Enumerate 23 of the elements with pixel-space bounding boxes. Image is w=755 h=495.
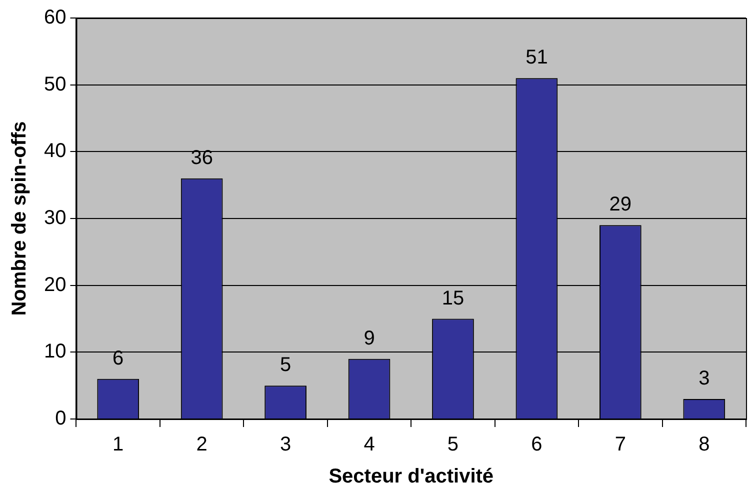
data-label: 15 xyxy=(442,287,464,310)
y-axis-title: Nombre de spin-offs xyxy=(8,121,31,316)
y-tick-label: 30 xyxy=(44,207,66,230)
y-tick-label: 60 xyxy=(44,6,66,29)
x-tick-label: 5 xyxy=(447,434,459,456)
y-tick-label: 0 xyxy=(55,408,66,430)
data-label: 5 xyxy=(280,354,292,376)
y-tick-label: 40 xyxy=(44,140,66,162)
y-tick-label: 10 xyxy=(44,340,66,363)
x-tick-label: 2 xyxy=(196,434,208,456)
x-axis-title: Secteur d'activité xyxy=(328,466,494,488)
data-label: 29 xyxy=(609,194,632,216)
x-tick-label: 1 xyxy=(112,434,124,456)
data-label: 3 xyxy=(698,367,710,390)
x-tick-label: 8 xyxy=(698,434,710,456)
x-tick-label: 6 xyxy=(531,434,542,456)
y-tick-label: 50 xyxy=(44,73,66,96)
data-label: 51 xyxy=(526,46,548,69)
y-tick-label: 20 xyxy=(44,274,66,296)
x-tick-label: 4 xyxy=(364,434,375,456)
x-tick-label: 3 xyxy=(280,434,292,456)
x-tick-label: 7 xyxy=(614,434,626,456)
data-label: 9 xyxy=(364,327,375,350)
